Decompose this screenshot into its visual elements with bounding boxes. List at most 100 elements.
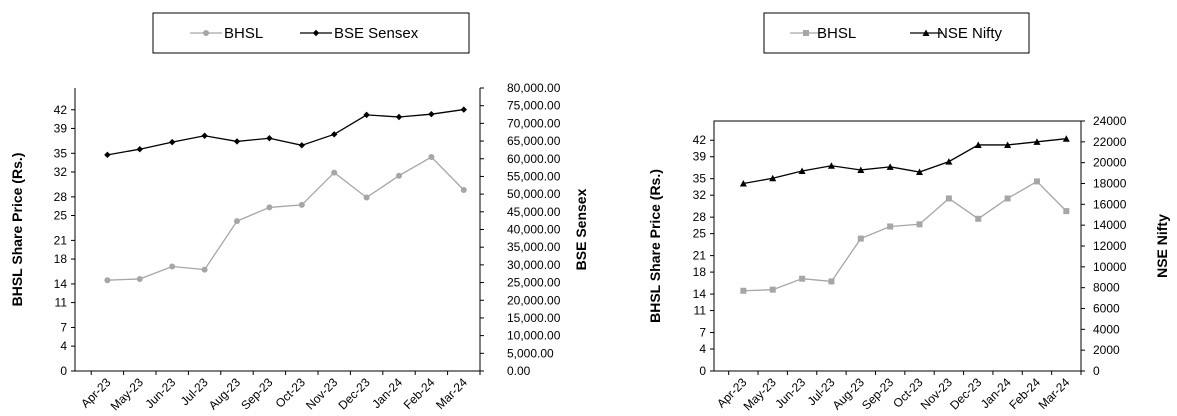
data-point xyxy=(331,131,338,138)
x-tick-label: Feb-24 xyxy=(1006,375,1043,412)
chart-2: 0 4 7 11 14 18 21 25 28 32 35 39 42 0 2000 4000 6000 8000… xyxy=(647,12,1170,413)
right-tick-label: 60,000.00 xyxy=(507,152,561,166)
data-point xyxy=(363,194,370,201)
left-tick-label: 32 xyxy=(54,165,68,179)
right-tick-label: 16000 xyxy=(1093,197,1127,211)
data-point xyxy=(798,167,806,174)
series-bhsl xyxy=(740,178,1070,294)
left-tick-label: 14 xyxy=(693,287,707,301)
left-axis-title: BHSL Share Price (Rs.) xyxy=(647,169,663,323)
legend-label: BSE Sensex xyxy=(334,25,419,42)
data-point xyxy=(828,278,835,285)
data-point xyxy=(169,138,176,146)
left-tick-label: 28 xyxy=(693,210,707,224)
left-tick-label: 21 xyxy=(54,233,68,247)
data-point xyxy=(201,266,208,273)
data-point xyxy=(857,166,865,173)
data-point xyxy=(266,135,273,142)
x-tick-label: Jan-24 xyxy=(369,375,405,411)
x-tick-label: Nov-23 xyxy=(303,375,340,412)
x-tick-label: Dec-23 xyxy=(335,375,372,412)
data-point xyxy=(739,180,747,187)
right-tick-label: 6000 xyxy=(1093,302,1120,316)
x-tick-label: Feb-24 xyxy=(401,375,438,412)
legend: BHSL NSE Nifty xyxy=(763,12,1030,54)
left-tick-label: 32 xyxy=(693,188,707,202)
data-point xyxy=(234,218,240,225)
right-axis-title: NSE Nifty xyxy=(1154,214,1170,278)
left-tick-label: 39 xyxy=(54,121,68,135)
left-axis-title: BHSL Share Price (Rs.) xyxy=(9,153,25,307)
left-tick-label: 0 xyxy=(699,364,706,378)
left-tick-label: 39 xyxy=(693,150,707,164)
x-tick-label: Aug-23 xyxy=(830,375,867,412)
x-tick-label: Jun-23 xyxy=(142,375,178,411)
left-tick-label: 11 xyxy=(55,296,68,310)
left-tick-label: 18 xyxy=(693,265,707,279)
right-tick-label: 0.00 xyxy=(507,364,531,378)
data-point xyxy=(428,154,435,161)
series-bhsl xyxy=(104,154,467,284)
data-point xyxy=(887,223,894,230)
data-point xyxy=(460,187,467,194)
data-point xyxy=(769,286,776,293)
x-tick-label: Aug-23 xyxy=(206,375,243,412)
data-point xyxy=(974,141,982,148)
legend-label: NSE Nifty xyxy=(937,25,1003,42)
right-tick-label: 4000 xyxy=(1093,322,1120,336)
left-tick-label: 28 xyxy=(54,190,68,204)
right-tick-label: 14000 xyxy=(1093,218,1127,232)
x-tick-label: Nov-23 xyxy=(918,375,955,412)
legend-swatch-marker xyxy=(803,30,809,36)
right-tick-label: 25,000.00 xyxy=(507,276,561,290)
x-tick-label: Dec-23 xyxy=(947,375,984,412)
left-tick-label: 42 xyxy=(54,103,68,117)
data-point xyxy=(396,172,402,179)
left-tick-label: 35 xyxy=(693,172,707,186)
right-tick-label: 8000 xyxy=(1093,281,1120,295)
data-point xyxy=(298,142,305,149)
data-point xyxy=(1033,138,1041,145)
data-point xyxy=(916,168,924,176)
right-tick-label: 70,000.00 xyxy=(507,116,561,130)
data-point xyxy=(1004,195,1011,202)
x-tick-label: May-23 xyxy=(108,375,146,413)
data-point xyxy=(169,263,176,270)
x-tick-label: Oct-23 xyxy=(273,375,309,411)
data-point xyxy=(857,235,864,242)
series-line xyxy=(107,108,464,156)
data-point xyxy=(460,106,467,113)
right-tick-label: 20,000.00 xyxy=(507,293,561,307)
right-axis-title: BSE Sensex xyxy=(573,188,589,270)
left-tick-label: 25 xyxy=(54,209,68,223)
left-tick-label: 7 xyxy=(60,320,67,334)
left-tick-label: 42 xyxy=(693,133,707,147)
data-point xyxy=(769,174,777,182)
chart-1: 0 4 7 11 14 18 21 25 28 32 35 39 42 0.00 5,000.00 10,00… xyxy=(9,12,589,413)
series-bse-sensex xyxy=(104,106,467,159)
right-tick-label: 0 xyxy=(1093,364,1100,378)
data-point xyxy=(945,195,952,202)
legend-swatch-marker xyxy=(203,30,209,36)
right-tick-label: 15,000.00 xyxy=(507,311,561,325)
right-tick-label: 10,000.00 xyxy=(507,329,561,343)
right-tick-label: 75,000.00 xyxy=(507,99,561,113)
legend-label: BHSL xyxy=(817,25,856,42)
data-point xyxy=(136,145,143,153)
data-point xyxy=(945,158,953,165)
legend-label: BHSL xyxy=(224,25,263,42)
right-tick-label: 30,000.00 xyxy=(507,258,561,272)
data-point xyxy=(136,275,143,282)
series-nse-nifty xyxy=(739,135,1070,187)
left-tick-label: 14 xyxy=(54,277,68,291)
right-tick-label: 80,000.00 xyxy=(507,81,561,95)
right-tick-label: 35,000.00 xyxy=(507,240,561,254)
right-tick-label: 18000 xyxy=(1093,177,1127,191)
data-point xyxy=(916,221,923,228)
data-point xyxy=(1004,141,1012,148)
right-tick-label: 5,000.00 xyxy=(507,346,554,360)
right-tick-label: 12000 xyxy=(1093,239,1127,253)
left-tick-label: 7 xyxy=(699,326,706,340)
x-tick-label: Sep-23 xyxy=(859,375,896,412)
